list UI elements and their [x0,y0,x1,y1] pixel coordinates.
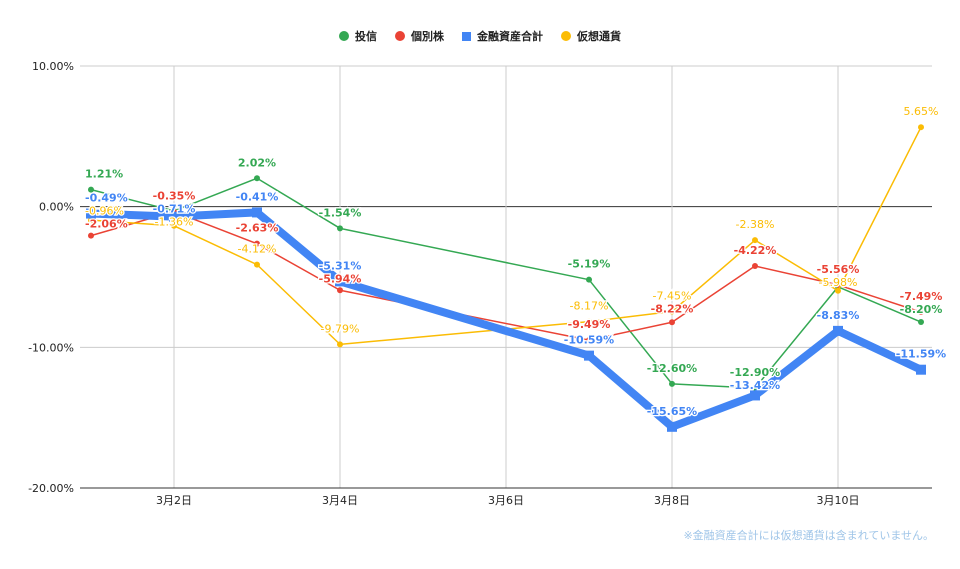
data-label: -4.12% [238,243,277,256]
data-label: -5.31% [319,259,362,272]
data-label: -13.42% [730,379,780,392]
data-point [254,240,260,247]
data-label: -5.94% [319,272,362,285]
legend-item: 個別株 [395,28,444,44]
data-label: -4.22% [734,244,777,257]
data-label: -7.49% [900,290,943,303]
legend-marker-icon [339,31,349,41]
data-point [750,390,760,401]
legend-marker-icon [395,31,405,41]
data-point [667,421,677,432]
data-point [337,225,343,232]
data-point [918,319,924,326]
data-label: -12.60% [647,362,697,375]
data-label: -12.90% [730,366,780,379]
data-point [669,380,675,387]
data-label: -8.17% [570,300,609,313]
data-point [254,175,260,182]
data-point [337,287,343,294]
data-label: -8.22% [651,302,694,315]
legend-item: 金融資産合計 [462,28,543,44]
data-label: -2.06% [85,218,128,231]
legend-item: 仮想通貨 [561,28,621,44]
data-point [335,276,345,287]
data-point [252,207,262,218]
data-point [918,124,924,131]
legend-label: 仮想通貨 [577,30,621,43]
data-label: 2.02% [238,156,276,169]
data-point [669,319,675,326]
data-label: -0.41% [236,190,279,203]
legend-label: 投信 [355,30,377,43]
data-point [88,217,94,224]
data-label: 1.21% [85,168,123,181]
data-point [171,222,177,229]
legend: 投信 個別株 金融資産合計 仮想通貨 [0,28,960,44]
data-point [669,308,675,315]
data-label: -0.35% [153,190,196,203]
data-label: -5.19% [568,258,611,271]
data-label: -2.38% [736,218,775,231]
x-tick-label: 3月2日 [156,494,192,507]
data-label: -15.65% [647,405,697,418]
data-point [86,208,96,219]
data-label: -1.36% [155,216,194,229]
legend-label: 金融資産合計 [477,30,543,43]
data-label: -0.71% [153,203,196,216]
data-point [254,261,260,268]
data-label: 5.65% [904,105,939,118]
data-point [337,341,343,348]
data-point [916,364,926,375]
x-tick-label: 3月8日 [654,494,690,507]
data-point [88,186,94,193]
data-point [918,309,924,316]
data-point [833,325,843,336]
data-label: -8.20% [900,303,943,316]
data-label: -8.83% [817,309,860,322]
data-label: -9.79% [321,322,360,335]
data-label: -2.63% [236,222,279,235]
data-label: -11.59% [896,348,946,361]
x-tick-label: 3月4日 [322,494,358,507]
legend-label: 個別株 [411,30,444,43]
data-point [88,232,94,239]
data-point [586,337,592,344]
y-tick-label: -20.00% [28,482,74,495]
data-point [752,237,758,244]
legend-marker-icon [462,31,471,41]
y-tick-label: 10.00% [32,60,74,73]
data-point [586,318,592,325]
legend-marker-icon [561,31,571,41]
data-point [169,211,179,222]
data-label: -7.45% [653,289,692,302]
data-label: -1.54% [319,206,362,219]
data-label: -0.96% [85,205,124,218]
data-point [752,263,758,270]
data-point [584,350,594,361]
data-label: -10.59% [564,334,614,347]
x-tick-label: 3月6日 [488,494,524,507]
data-point [835,287,841,294]
y-tick-label: -10.00% [28,341,74,354]
x-tick-label: 3月10日 [817,494,860,507]
footnote: ※金融資産合計には仮想通貨は含まれていません。 [683,529,934,542]
data-label: -5.98% [819,276,858,289]
y-tick-label: 0.00% [39,201,74,214]
data-label: -9.49% [568,318,611,331]
data-point [586,276,592,283]
data-label: -5.56% [817,263,860,276]
data-label: -0.49% [85,192,128,205]
legend-item: 投信 [339,28,377,44]
